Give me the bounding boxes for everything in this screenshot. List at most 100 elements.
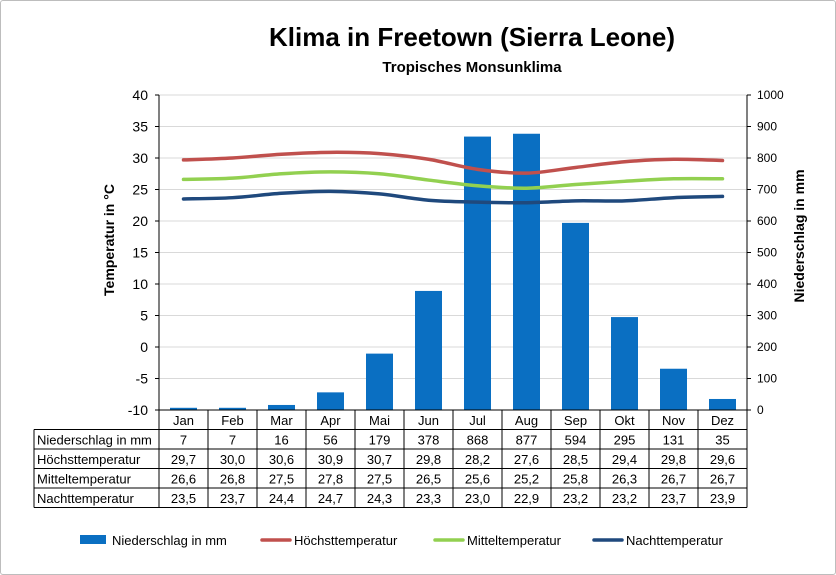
x-tick-label: Aug bbox=[515, 413, 538, 428]
precipitation-bar bbox=[317, 392, 344, 410]
precipitation-bar bbox=[170, 407, 197, 410]
precipitation-bar bbox=[415, 290, 442, 410]
y-tick-right: 200 bbox=[757, 340, 777, 354]
table-cell: 594 bbox=[565, 433, 587, 448]
table-cell: 29,7 bbox=[171, 452, 196, 467]
y-tick-left: 5 bbox=[140, 308, 148, 324]
x-tick-label: Jan bbox=[173, 413, 194, 428]
x-tick-label: Nov bbox=[662, 413, 686, 428]
hoechsttemperatur-line bbox=[181, 150, 725, 175]
nachttemperatur-line bbox=[181, 189, 725, 205]
table-cell: 27,6 bbox=[514, 452, 539, 467]
table-cell: 868 bbox=[467, 433, 489, 448]
table-cell: 25,8 bbox=[563, 472, 588, 487]
table-cell: 26,7 bbox=[710, 472, 735, 487]
mitteltemperatur-line bbox=[181, 170, 725, 190]
y-axis-left-title: Temperatur in °C bbox=[101, 184, 117, 296]
y-tick-left: 35 bbox=[132, 119, 148, 135]
legend-label: Höchsttemperatur bbox=[294, 533, 398, 548]
table-cell: 26,8 bbox=[220, 472, 245, 487]
table-cell: 27,5 bbox=[367, 472, 392, 487]
y-tick-left: -5 bbox=[136, 371, 149, 387]
table-cell: 56 bbox=[323, 433, 337, 448]
table-cell: 27,8 bbox=[318, 472, 343, 487]
precipitation-bars bbox=[170, 133, 736, 410]
y-tick-right: 400 bbox=[757, 277, 777, 291]
legend-label: Mitteltemperatur bbox=[467, 533, 562, 548]
table-cell: 7 bbox=[180, 433, 187, 448]
table-cell: 25,6 bbox=[465, 472, 490, 487]
legend: Niederschlag in mm Höchsttemperatur Mittel… bbox=[80, 533, 723, 548]
table-cell: 131 bbox=[663, 433, 685, 448]
table-cell: 30,0 bbox=[220, 452, 245, 467]
table-cell: 23,7 bbox=[661, 491, 686, 506]
table-cell: 26,5 bbox=[416, 472, 441, 487]
y-axis-right-title: Niederschlag in mm bbox=[791, 169, 807, 302]
table-cell: 179 bbox=[369, 433, 391, 448]
precipitation-bar bbox=[562, 222, 589, 410]
y-tick-right: 800 bbox=[757, 151, 777, 165]
table-cell: 22,9 bbox=[514, 491, 539, 506]
temperature-lines bbox=[181, 150, 725, 205]
x-tick-label: Sep bbox=[564, 413, 587, 428]
x-tick-label: Mai bbox=[369, 413, 390, 428]
y-tick-right: 500 bbox=[757, 246, 777, 260]
table-cell: 29,8 bbox=[416, 452, 441, 467]
table-cell: 30,9 bbox=[318, 452, 343, 467]
y-tick-right: 0 bbox=[757, 403, 764, 417]
table-cell: 26,3 bbox=[612, 472, 637, 487]
table-cell: 30,6 bbox=[269, 452, 294, 467]
table-cell: 23,9 bbox=[710, 491, 735, 506]
table-cell: 29,4 bbox=[612, 452, 637, 467]
table-cell: 29,8 bbox=[661, 452, 686, 467]
table-cell: 23,5 bbox=[171, 491, 196, 506]
chart-subtitle: Tropisches Monsunklima bbox=[382, 59, 562, 76]
table-cell: 877 bbox=[516, 433, 538, 448]
x-tick-label: Mar bbox=[270, 413, 293, 428]
table-row-header: Nachttemperatur bbox=[37, 491, 134, 506]
x-tick-label: Jun bbox=[418, 413, 439, 428]
table-cell: 24,7 bbox=[318, 491, 343, 506]
table-cell: 23,2 bbox=[612, 491, 637, 506]
table-cell: 16 bbox=[274, 433, 288, 448]
table-row-header: Niederschlag in mm bbox=[37, 433, 152, 448]
table-cell: 23,7 bbox=[220, 491, 245, 506]
y-tick-right: 300 bbox=[757, 309, 777, 323]
table-cell: 24,3 bbox=[367, 491, 392, 506]
table-cell: 7 bbox=[229, 433, 236, 448]
legend-label: Nachttemperatur bbox=[626, 533, 723, 548]
legend-label: Niederschlag in mm bbox=[112, 533, 227, 548]
table-cell: 24,4 bbox=[269, 491, 294, 506]
x-tick-label: Dez bbox=[711, 413, 734, 428]
x-tick-label: Jul bbox=[469, 413, 486, 428]
table-cell: 23,2 bbox=[563, 491, 588, 506]
table-cell: 26,7 bbox=[661, 472, 686, 487]
table-cell: 29,6 bbox=[710, 452, 735, 467]
table-cell: 295 bbox=[614, 433, 636, 448]
x-tick-label: Okt bbox=[614, 413, 635, 428]
y-tick-right: 1000 bbox=[757, 88, 784, 102]
precipitation-bar bbox=[611, 317, 638, 410]
y-tick-left: 10 bbox=[132, 276, 148, 292]
y-tick-left: 0 bbox=[140, 339, 148, 355]
y-tick-right: 700 bbox=[757, 183, 777, 197]
chart-title: Klima in Freetown (Sierra Leone) bbox=[269, 22, 675, 52]
table-cell: 25,2 bbox=[514, 472, 539, 487]
precipitation-bar bbox=[513, 133, 540, 410]
y-tick-left: 30 bbox=[132, 150, 148, 166]
precipitation-bar bbox=[366, 353, 393, 410]
table-row-header: Mitteltemperatur bbox=[37, 472, 132, 487]
table-cell: 23,3 bbox=[416, 491, 441, 506]
data-table: Jan Feb Mar Apr Mai Jun Jul Aug Sep Okt Nov Dez Nied… bbox=[33, 409, 748, 508]
table-cell: 378 bbox=[418, 433, 440, 448]
y-tick-right: 100 bbox=[757, 372, 777, 386]
y-tick-left: 20 bbox=[132, 213, 148, 229]
y-tick-left: 15 bbox=[132, 245, 148, 261]
precipitation-bar bbox=[464, 136, 491, 410]
y-tick-right: 900 bbox=[757, 120, 777, 134]
table-cell: 26,6 bbox=[171, 472, 196, 487]
precipitation-bar bbox=[268, 404, 295, 410]
precipitation-bar bbox=[219, 407, 246, 410]
table-row-header: Höchsttemperatur bbox=[37, 452, 141, 467]
table-cell: 28,2 bbox=[465, 452, 490, 467]
